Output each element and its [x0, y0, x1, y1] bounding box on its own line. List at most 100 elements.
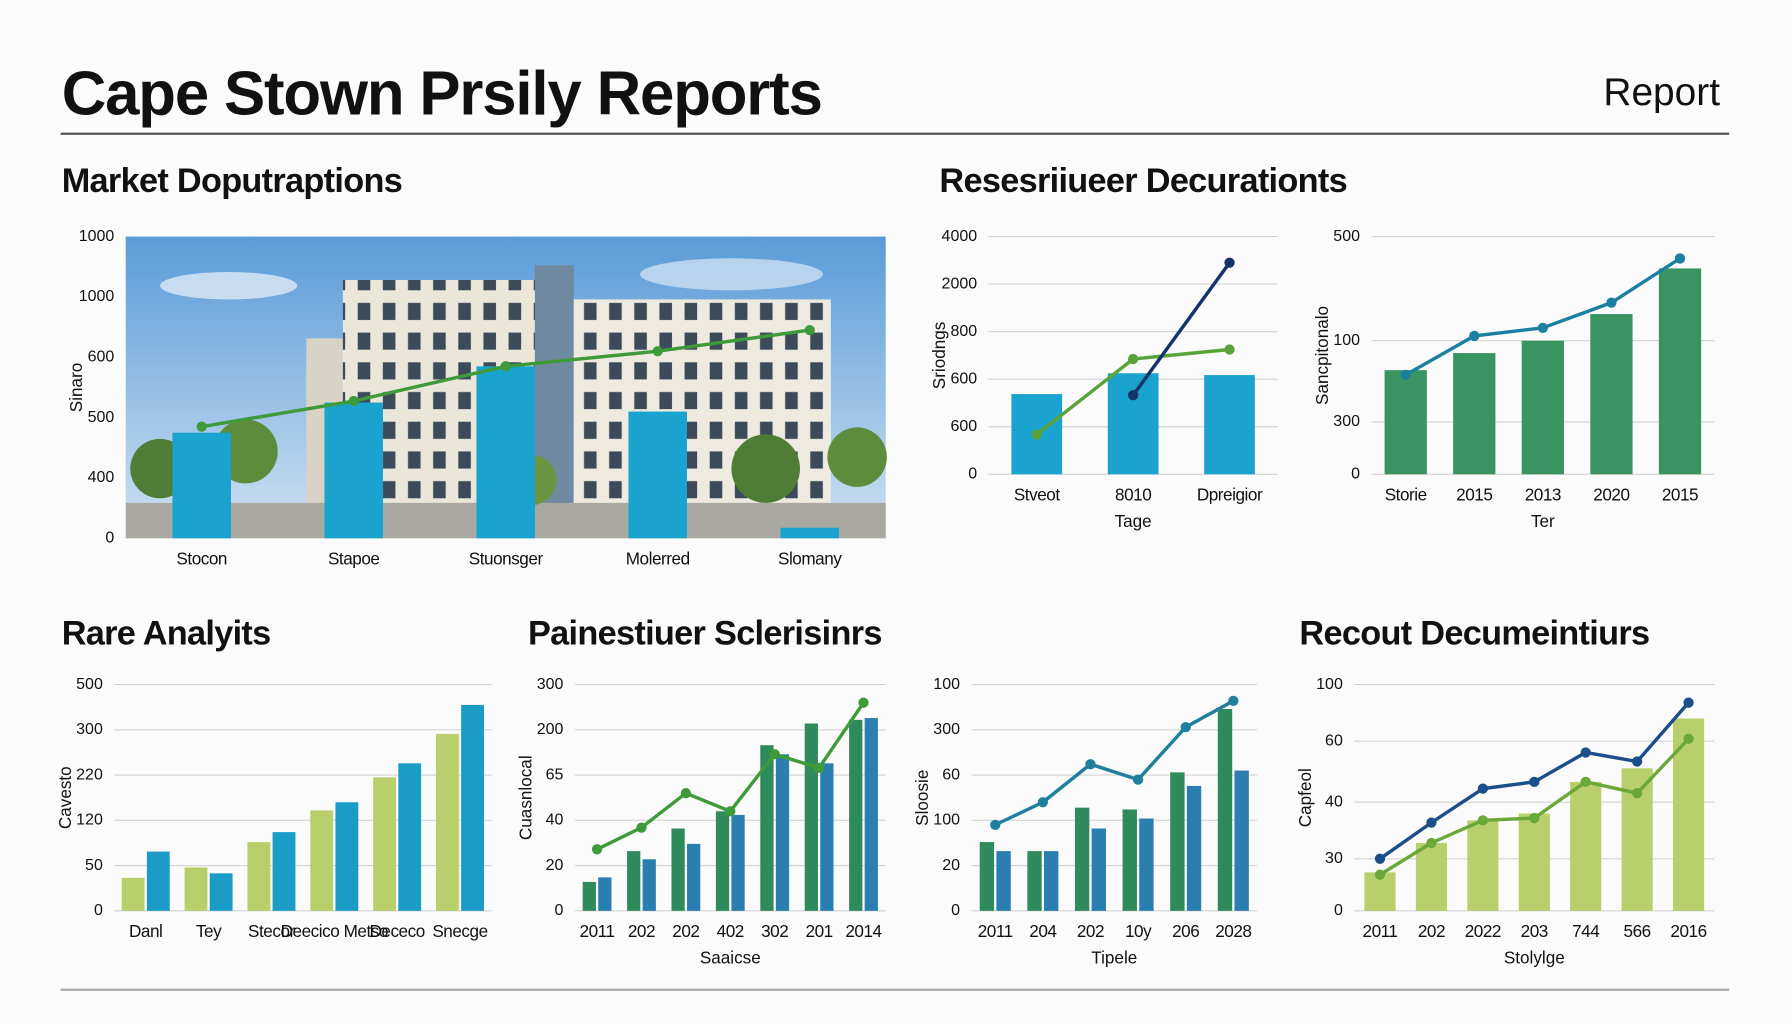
line-point — [636, 822, 647, 833]
bar — [272, 832, 296, 911]
y-axis-label: Capfeol — [1295, 768, 1315, 827]
x-axis-label: Tipele — [1091, 947, 1137, 967]
bar — [461, 704, 484, 911]
line-point — [769, 749, 780, 760]
bar — [628, 411, 687, 539]
y-tick-label: 0 — [94, 902, 103, 919]
x-axis-label: Tage — [1115, 511, 1152, 531]
bar — [1107, 373, 1159, 475]
bar — [1384, 370, 1427, 475]
bar — [1217, 709, 1233, 911]
x-tick-label: Storie — [1385, 485, 1427, 505]
bar — [687, 843, 701, 911]
x-tick-label: 2020 — [1593, 485, 1629, 505]
bar — [996, 851, 1011, 911]
bar — [1521, 340, 1564, 475]
x-tick-label: 2013 — [1525, 485, 1561, 505]
x-tick-label: 2015 — [1662, 485, 1698, 505]
x-axis-label: Saaicse — [700, 947, 761, 967]
line-point — [1132, 774, 1144, 785]
y-tick-label: 100 — [1316, 676, 1343, 693]
y-tick-label: 60 — [942, 766, 960, 783]
bar — [804, 723, 818, 911]
line-point — [1469, 330, 1480, 342]
line-point — [591, 844, 603, 855]
line-point — [1683, 697, 1694, 708]
x-tick-label: 202 — [1418, 921, 1445, 941]
line-point — [196, 421, 207, 432]
line-point — [1683, 733, 1694, 745]
y-tick-label: 0 — [1334, 902, 1343, 919]
y-tick-label: 100 — [933, 812, 960, 829]
y-tick-label: 2000 — [942, 275, 978, 292]
x-tick-label: Dececo — [369, 921, 424, 941]
x-tick-label: 2011 — [1363, 921, 1398, 941]
line-point — [348, 395, 359, 407]
bar — [209, 873, 233, 911]
y-tick-label: 500 — [88, 409, 115, 426]
x-tick-label: Snecge — [432, 921, 487, 941]
bar — [1204, 375, 1255, 475]
bar — [715, 811, 730, 911]
bar — [310, 810, 334, 911]
bar — [820, 763, 834, 911]
y-tick-label: 20 — [546, 857, 564, 874]
y-tick-label: 200 — [537, 721, 564, 738]
line-point — [1037, 797, 1048, 808]
y-tick-label: 65 — [546, 766, 564, 783]
line-point — [1529, 776, 1540, 788]
x-tick-label: 566 — [1624, 921, 1651, 941]
y-axis-label: Cavesto — [55, 766, 75, 829]
section-title: Painestiuer Sclerisinrs — [528, 615, 882, 653]
x-tick-label: Stapoe — [328, 549, 380, 569]
bar — [436, 733, 459, 911]
line-point — [1400, 369, 1411, 381]
x-tick-label: Deecico Metso — [281, 921, 388, 941]
line-point — [804, 324, 815, 336]
line-point — [1580, 747, 1591, 758]
x-tick-label: 203 — [1521, 921, 1548, 941]
y-axis-label: Cuasnlocal — [515, 755, 535, 840]
bar — [1590, 314, 1633, 475]
x-tick-label: Stocon — [176, 549, 227, 569]
section-title: Recout Decumeintiurs — [1299, 615, 1649, 653]
line-point — [1180, 721, 1191, 733]
bar — [1234, 770, 1249, 911]
x-tick-label: 2011 — [978, 921, 1013, 941]
line-point — [1128, 353, 1139, 365]
x-tick-label: 2014 — [845, 921, 882, 941]
y-axis-label: Sinaro — [66, 363, 86, 413]
bar — [582, 881, 596, 911]
y-tick-label: 0 — [555, 902, 564, 919]
bar — [121, 877, 145, 911]
bar — [146, 851, 170, 911]
bar — [247, 842, 271, 911]
x-tick-label: Molerred — [626, 549, 690, 569]
line-point — [680, 788, 692, 799]
x-tick-label: Slomany — [778, 549, 842, 569]
x-tick-label: 202 — [1077, 921, 1104, 941]
bar — [335, 802, 359, 911]
y-tick-label: 800 — [950, 323, 977, 340]
line-point — [1085, 759, 1096, 770]
line-point — [1224, 257, 1235, 268]
y-tick-label: 500 — [76, 676, 103, 693]
x-tick-label: 2028 — [1215, 921, 1251, 941]
line-point — [725, 806, 736, 817]
line-point — [1128, 390, 1139, 401]
x-tick-label: 8010 — [1115, 485, 1151, 505]
y-axis-label: Sancpitonalo — [1312, 306, 1332, 405]
line-point — [1374, 853, 1386, 864]
line-point — [1537, 322, 1548, 333]
x-tick-label: 10y — [1125, 921, 1152, 941]
y-tick-label: 1000 — [79, 288, 115, 305]
bar — [1027, 851, 1042, 911]
line-point — [813, 762, 825, 773]
line-point — [1606, 297, 1617, 308]
y-tick-label: 220 — [76, 766, 103, 783]
bar — [1074, 807, 1090, 911]
x-tick-label: Stuonsger — [469, 549, 544, 569]
y-tick-label: 0 — [951, 902, 960, 919]
x-tick-label: 2016 — [1670, 921, 1706, 941]
